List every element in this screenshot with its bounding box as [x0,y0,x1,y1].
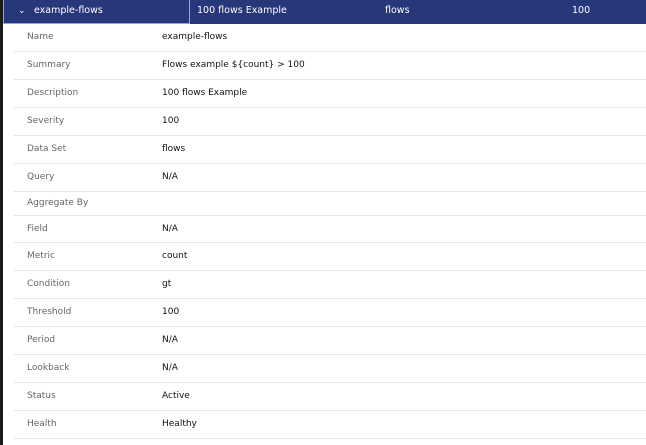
detail-value: Flows example ${count} > 100 [162,60,305,70]
detail-value: N/A [162,172,178,182]
detail-row-summary: Summary Flows example ${count} > 100 [14,52,646,80]
alert-data-set: flows [385,5,410,16]
detail-value: N/A [162,363,178,373]
detail-label: Data Set [27,144,67,154]
detail-row-status: Status Active [14,383,646,411]
detail-label: Summary [27,60,71,70]
detail-label: Description [27,88,79,98]
detail-value: gt [162,279,172,289]
detail-label: Status [27,391,56,401]
detail-row-severity: Severity 100 [14,108,646,136]
detail-label: Aggregate By [27,198,89,208]
detail-row-condition: Condition gt [14,271,646,299]
detail-value: 100 [162,116,180,126]
detail-label: Field [27,224,48,234]
detail-value: count [162,251,188,261]
chevron-down-icon[interactable]: ⌄ [18,6,26,16]
detail-value: Healthy [162,419,197,429]
detail-row-data-set: Data Set flows [14,136,646,164]
alert-details: Name example-flows Summary Flows example ${… [14,24,646,439]
detail-value: 100 flows Example [162,88,248,98]
detail-value: Active [162,391,190,401]
detail-label: Condition [27,279,70,289]
detail-row-field: Field N/A [14,216,646,243]
detail-value: flows [162,144,186,154]
detail-row-period: Period N/A [14,327,646,355]
detail-row-aggregate-by: Aggregate By [14,192,646,216]
detail-row-lookback: Lookback N/A [14,355,646,383]
detail-row-threshold: Threshold 100 [14,299,646,327]
detail-label: Lookback [27,363,70,373]
detail-label: Threshold [27,307,72,317]
detail-label: Metric [27,251,55,261]
detail-value: 100 [162,307,180,317]
window-edge [0,0,3,445]
detail-value: N/A [162,224,178,234]
detail-row-query: Query N/A [14,164,646,192]
detail-value: example-flows [162,32,228,42]
detail-label: Health [27,419,57,429]
alert-name-cell[interactable]: ⌄ example-flows [3,0,190,24]
detail-label: Severity [27,116,65,126]
detail-label: Name [27,32,54,42]
alert-row-header[interactable]: ⌄ example-flows 100 flows Example flows … [3,0,646,24]
detail-value: N/A [162,335,178,345]
detail-row-health: Health Healthy [14,411,646,439]
detail-label: Query [27,172,55,182]
alert-severity: 100 [572,5,591,16]
detail-label: Period [27,335,56,345]
detail-row-metric: Metric count [14,243,646,271]
alert-name: example-flows [34,5,103,16]
detail-row-description: Description 100 flows Example [14,80,646,108]
detail-row-name: Name example-flows [14,24,646,52]
alert-description: 100 flows Example [197,5,287,16]
